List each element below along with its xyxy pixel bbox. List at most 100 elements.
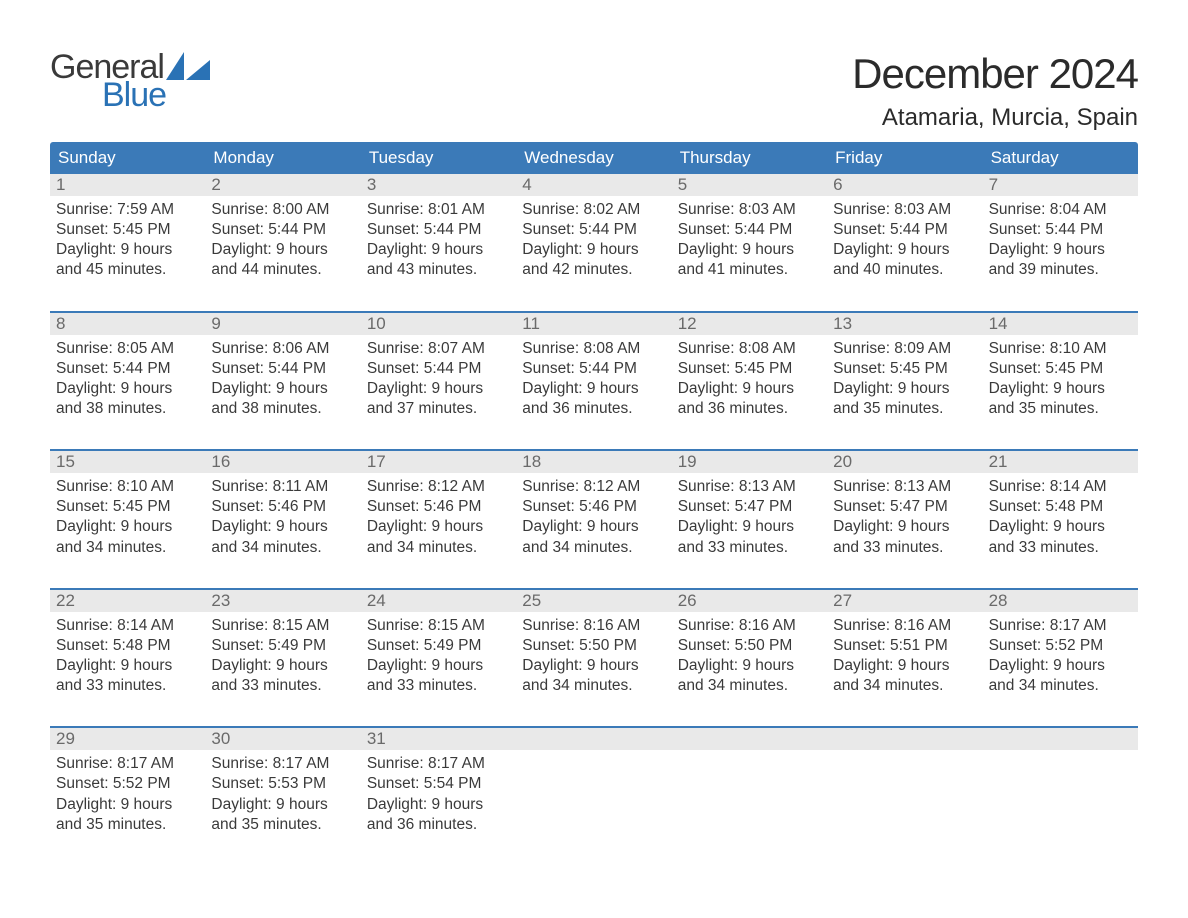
- day-content: Sunrise: 7:59 AMSunset: 5:45 PMDaylight:…: [50, 196, 205, 283]
- day-cell: 12Sunrise: 8:08 AMSunset: 5:45 PMDayligh…: [672, 313, 827, 422]
- sunset-line: Sunset: 5:46 PM: [211, 497, 354, 517]
- sunset-line: Sunset: 5:52 PM: [989, 636, 1132, 656]
- day-content: Sunrise: 8:11 AMSunset: 5:46 PMDaylight:…: [205, 473, 360, 560]
- day-header: Tuesday: [361, 142, 516, 174]
- daylight-line-2: and 35 minutes.: [211, 815, 354, 835]
- daylight-line-2: and 36 minutes.: [367, 815, 510, 835]
- daylight-line-2: and 34 minutes.: [833, 676, 976, 696]
- sunset-line: Sunset: 5:44 PM: [833, 220, 976, 240]
- day-content: Sunrise: 8:07 AMSunset: 5:44 PMDaylight:…: [361, 335, 516, 422]
- day-content: Sunrise: 8:15 AMSunset: 5:49 PMDaylight:…: [205, 612, 360, 699]
- week-row: 29Sunrise: 8:17 AMSunset: 5:52 PMDayligh…: [50, 726, 1138, 837]
- sunset-line: Sunset: 5:46 PM: [522, 497, 665, 517]
- day-number: 30: [205, 728, 360, 750]
- sunrise-line: Sunrise: 8:11 AM: [211, 477, 354, 497]
- day-number: 16: [205, 451, 360, 473]
- sunrise-line: Sunrise: 8:06 AM: [211, 339, 354, 359]
- day-cell: 10Sunrise: 8:07 AMSunset: 5:44 PMDayligh…: [361, 313, 516, 422]
- day-cell: 30Sunrise: 8:17 AMSunset: 5:53 PMDayligh…: [205, 728, 360, 837]
- day-cell: [516, 728, 671, 837]
- day-cell: 25Sunrise: 8:16 AMSunset: 5:50 PMDayligh…: [516, 590, 671, 699]
- day-cell: 24Sunrise: 8:15 AMSunset: 5:49 PMDayligh…: [361, 590, 516, 699]
- daylight-line-1: Daylight: 9 hours: [522, 517, 665, 537]
- daylight-line-1: Daylight: 9 hours: [989, 240, 1132, 260]
- daylight-line-2: and 39 minutes.: [989, 260, 1132, 280]
- day-content: Sunrise: 8:16 AMSunset: 5:50 PMDaylight:…: [516, 612, 671, 699]
- day-content: Sunrise: 8:16 AMSunset: 5:50 PMDaylight:…: [672, 612, 827, 699]
- day-content: Sunrise: 8:05 AMSunset: 5:44 PMDaylight:…: [50, 335, 205, 422]
- sunrise-line: Sunrise: 8:17 AM: [56, 754, 199, 774]
- day-content: Sunrise: 8:10 AMSunset: 5:45 PMDaylight:…: [50, 473, 205, 560]
- day-number: 27: [827, 590, 982, 612]
- day-number: 6: [827, 174, 982, 196]
- sunrise-line: Sunrise: 8:16 AM: [522, 616, 665, 636]
- sunset-line: Sunset: 5:44 PM: [522, 359, 665, 379]
- daylight-line-1: Daylight: 9 hours: [56, 517, 199, 537]
- day-number: 8: [50, 313, 205, 335]
- sunset-line: Sunset: 5:45 PM: [56, 220, 199, 240]
- sunrise-line: Sunrise: 8:14 AM: [989, 477, 1132, 497]
- day-number: 24: [361, 590, 516, 612]
- daylight-line-2: and 33 minutes.: [56, 676, 199, 696]
- day-number: 19: [672, 451, 827, 473]
- daylight-line-1: Daylight: 9 hours: [522, 379, 665, 399]
- day-cell: 19Sunrise: 8:13 AMSunset: 5:47 PMDayligh…: [672, 451, 827, 560]
- daylight-line-1: Daylight: 9 hours: [56, 656, 199, 676]
- sunset-line: Sunset: 5:44 PM: [211, 220, 354, 240]
- day-cell: 1Sunrise: 7:59 AMSunset: 5:45 PMDaylight…: [50, 174, 205, 283]
- day-cell: 29Sunrise: 8:17 AMSunset: 5:52 PMDayligh…: [50, 728, 205, 837]
- empty-day-number: [672, 728, 827, 750]
- daylight-line-2: and 36 minutes.: [522, 399, 665, 419]
- daylight-line-1: Daylight: 9 hours: [833, 240, 976, 260]
- day-cell: 17Sunrise: 8:12 AMSunset: 5:46 PMDayligh…: [361, 451, 516, 560]
- sunrise-line: Sunrise: 8:16 AM: [678, 616, 821, 636]
- sunrise-line: Sunrise: 8:16 AM: [833, 616, 976, 636]
- daylight-line-2: and 45 minutes.: [56, 260, 199, 280]
- daylight-line-2: and 35 minutes.: [56, 815, 199, 835]
- daylight-line-1: Daylight: 9 hours: [989, 379, 1132, 399]
- sunrise-line: Sunrise: 8:08 AM: [522, 339, 665, 359]
- daylight-line-1: Daylight: 9 hours: [367, 656, 510, 676]
- title-block: December 2024 Atamaria, Murcia, Spain: [852, 50, 1138, 132]
- day-cell: 7Sunrise: 8:04 AMSunset: 5:44 PMDaylight…: [983, 174, 1138, 283]
- daylight-line-1: Daylight: 9 hours: [56, 240, 199, 260]
- empty-day-number: [983, 728, 1138, 750]
- daylight-line-1: Daylight: 9 hours: [833, 379, 976, 399]
- sunset-line: Sunset: 5:52 PM: [56, 774, 199, 794]
- sunset-line: Sunset: 5:45 PM: [833, 359, 976, 379]
- daylight-line-1: Daylight: 9 hours: [833, 656, 976, 676]
- week-row: 1Sunrise: 7:59 AMSunset: 5:45 PMDaylight…: [50, 174, 1138, 283]
- daylight-line-1: Daylight: 9 hours: [522, 240, 665, 260]
- sunrise-line: Sunrise: 8:07 AM: [367, 339, 510, 359]
- header: General Blue December 2024 Atamaria, Mur…: [50, 50, 1138, 132]
- day-content: Sunrise: 8:14 AMSunset: 5:48 PMDaylight:…: [983, 473, 1138, 560]
- daylight-line-2: and 33 minutes.: [989, 538, 1132, 558]
- week-row: 22Sunrise: 8:14 AMSunset: 5:48 PMDayligh…: [50, 588, 1138, 699]
- daylight-line-1: Daylight: 9 hours: [56, 379, 199, 399]
- sunset-line: Sunset: 5:44 PM: [56, 359, 199, 379]
- sunrise-line: Sunrise: 8:13 AM: [678, 477, 821, 497]
- day-cell: 22Sunrise: 8:14 AMSunset: 5:48 PMDayligh…: [50, 590, 205, 699]
- day-cell: [827, 728, 982, 837]
- day-content: Sunrise: 8:14 AMSunset: 5:48 PMDaylight:…: [50, 612, 205, 699]
- daylight-line-1: Daylight: 9 hours: [678, 656, 821, 676]
- daylight-line-2: and 34 minutes.: [522, 676, 665, 696]
- sunrise-line: Sunrise: 8:10 AM: [56, 477, 199, 497]
- daylight-line-1: Daylight: 9 hours: [678, 517, 821, 537]
- daylight-line-2: and 34 minutes.: [56, 538, 199, 558]
- daylight-line-1: Daylight: 9 hours: [367, 517, 510, 537]
- daylight-line-2: and 37 minutes.: [367, 399, 510, 419]
- daylight-line-2: and 42 minutes.: [522, 260, 665, 280]
- sunset-line: Sunset: 5:44 PM: [678, 220, 821, 240]
- day-cell: 21Sunrise: 8:14 AMSunset: 5:48 PMDayligh…: [983, 451, 1138, 560]
- day-number: 7: [983, 174, 1138, 196]
- sunrise-line: Sunrise: 8:09 AM: [833, 339, 976, 359]
- sunset-line: Sunset: 5:49 PM: [367, 636, 510, 656]
- day-number: 18: [516, 451, 671, 473]
- day-content: Sunrise: 8:03 AMSunset: 5:44 PMDaylight:…: [827, 196, 982, 283]
- day-content: Sunrise: 8:00 AMSunset: 5:44 PMDaylight:…: [205, 196, 360, 283]
- day-number: 11: [516, 313, 671, 335]
- daylight-line-1: Daylight: 9 hours: [211, 517, 354, 537]
- day-number: 13: [827, 313, 982, 335]
- day-content: Sunrise: 8:06 AMSunset: 5:44 PMDaylight:…: [205, 335, 360, 422]
